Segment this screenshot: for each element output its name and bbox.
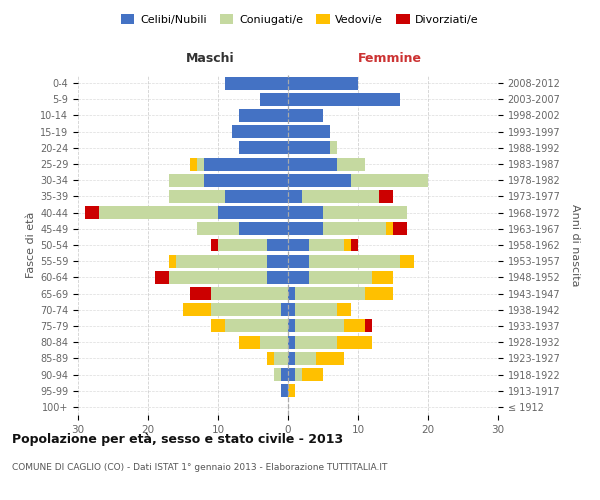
Bar bbox=[239, 142, 288, 154]
Bar bbox=[239, 336, 260, 348]
Text: COMUNE DI CAGLIO (CO) - Dati ISTAT 1° gennaio 2013 - Elaborazione TUTTITALIA.IT: COMUNE DI CAGLIO (CO) - Dati ISTAT 1° ge… bbox=[12, 462, 388, 471]
Bar bbox=[225, 190, 288, 203]
Bar bbox=[288, 190, 302, 203]
Bar bbox=[302, 190, 379, 203]
Bar bbox=[288, 368, 295, 381]
Bar bbox=[183, 304, 211, 316]
Bar bbox=[316, 352, 344, 365]
Bar bbox=[267, 352, 274, 365]
Bar bbox=[267, 254, 288, 268]
Legend: Celibi/Nubili, Coniugati/e, Vedovi/e, Divorziati/e: Celibi/Nubili, Coniugati/e, Vedovi/e, Di… bbox=[118, 10, 482, 28]
Bar bbox=[211, 287, 288, 300]
Bar bbox=[260, 336, 288, 348]
Bar bbox=[330, 142, 337, 154]
Bar bbox=[288, 174, 351, 186]
Bar bbox=[211, 320, 225, 332]
Bar bbox=[281, 384, 288, 397]
Bar bbox=[288, 271, 309, 284]
Bar bbox=[288, 336, 295, 348]
Bar bbox=[232, 125, 288, 138]
Bar bbox=[169, 174, 204, 186]
Bar bbox=[365, 287, 393, 300]
Bar bbox=[169, 254, 176, 268]
Bar bbox=[344, 238, 351, 252]
Bar bbox=[379, 190, 393, 203]
Bar bbox=[190, 287, 211, 300]
Bar bbox=[225, 76, 288, 90]
Bar bbox=[302, 368, 323, 381]
Text: Femmine: Femmine bbox=[358, 52, 422, 65]
Bar bbox=[204, 158, 288, 170]
Bar bbox=[260, 93, 288, 106]
Bar bbox=[288, 93, 400, 106]
Bar bbox=[211, 304, 281, 316]
Bar bbox=[274, 368, 281, 381]
Bar bbox=[323, 222, 386, 235]
Bar bbox=[176, 254, 267, 268]
Bar bbox=[295, 368, 302, 381]
Bar bbox=[288, 109, 323, 122]
Bar bbox=[295, 304, 337, 316]
Bar bbox=[288, 352, 295, 365]
Bar bbox=[288, 222, 323, 235]
Bar bbox=[281, 368, 288, 381]
Bar bbox=[288, 206, 323, 219]
Bar bbox=[337, 336, 372, 348]
Bar bbox=[344, 320, 365, 332]
Bar bbox=[274, 352, 288, 365]
Bar bbox=[197, 158, 204, 170]
Bar bbox=[204, 174, 288, 186]
Bar bbox=[309, 254, 400, 268]
Bar bbox=[372, 271, 393, 284]
Bar bbox=[309, 238, 344, 252]
Bar bbox=[288, 238, 309, 252]
Bar bbox=[288, 254, 309, 268]
Y-axis label: Anni di nascita: Anni di nascita bbox=[570, 204, 580, 286]
Text: Popolazione per età, sesso e stato civile - 2013: Popolazione per età, sesso e stato civil… bbox=[12, 432, 343, 446]
Bar bbox=[295, 336, 337, 348]
Bar bbox=[155, 271, 169, 284]
Bar bbox=[288, 76, 358, 90]
Bar bbox=[337, 304, 351, 316]
Bar bbox=[365, 320, 372, 332]
Bar bbox=[169, 190, 225, 203]
Bar bbox=[267, 238, 288, 252]
Bar bbox=[288, 384, 295, 397]
Bar bbox=[197, 222, 239, 235]
Y-axis label: Fasce di età: Fasce di età bbox=[26, 212, 36, 278]
Bar bbox=[239, 222, 288, 235]
Bar bbox=[323, 206, 407, 219]
Bar bbox=[190, 158, 197, 170]
Bar bbox=[288, 320, 295, 332]
Bar bbox=[267, 271, 288, 284]
Bar bbox=[85, 206, 99, 219]
Bar bbox=[239, 109, 288, 122]
Text: Maschi: Maschi bbox=[185, 52, 235, 65]
Bar bbox=[351, 174, 428, 186]
Bar bbox=[281, 304, 288, 316]
Bar bbox=[400, 254, 414, 268]
Bar bbox=[295, 320, 344, 332]
Bar bbox=[288, 304, 295, 316]
Bar bbox=[288, 158, 337, 170]
Bar bbox=[225, 320, 288, 332]
Bar bbox=[309, 271, 372, 284]
Bar bbox=[351, 238, 358, 252]
Bar bbox=[295, 287, 365, 300]
Bar bbox=[386, 222, 393, 235]
Bar bbox=[288, 125, 330, 138]
Bar bbox=[211, 238, 218, 252]
Bar bbox=[337, 158, 365, 170]
Bar bbox=[99, 206, 218, 219]
Bar bbox=[218, 238, 267, 252]
Bar bbox=[288, 287, 295, 300]
Bar bbox=[218, 206, 288, 219]
Bar bbox=[169, 271, 267, 284]
Bar bbox=[393, 222, 407, 235]
Bar bbox=[288, 142, 330, 154]
Bar bbox=[295, 352, 316, 365]
